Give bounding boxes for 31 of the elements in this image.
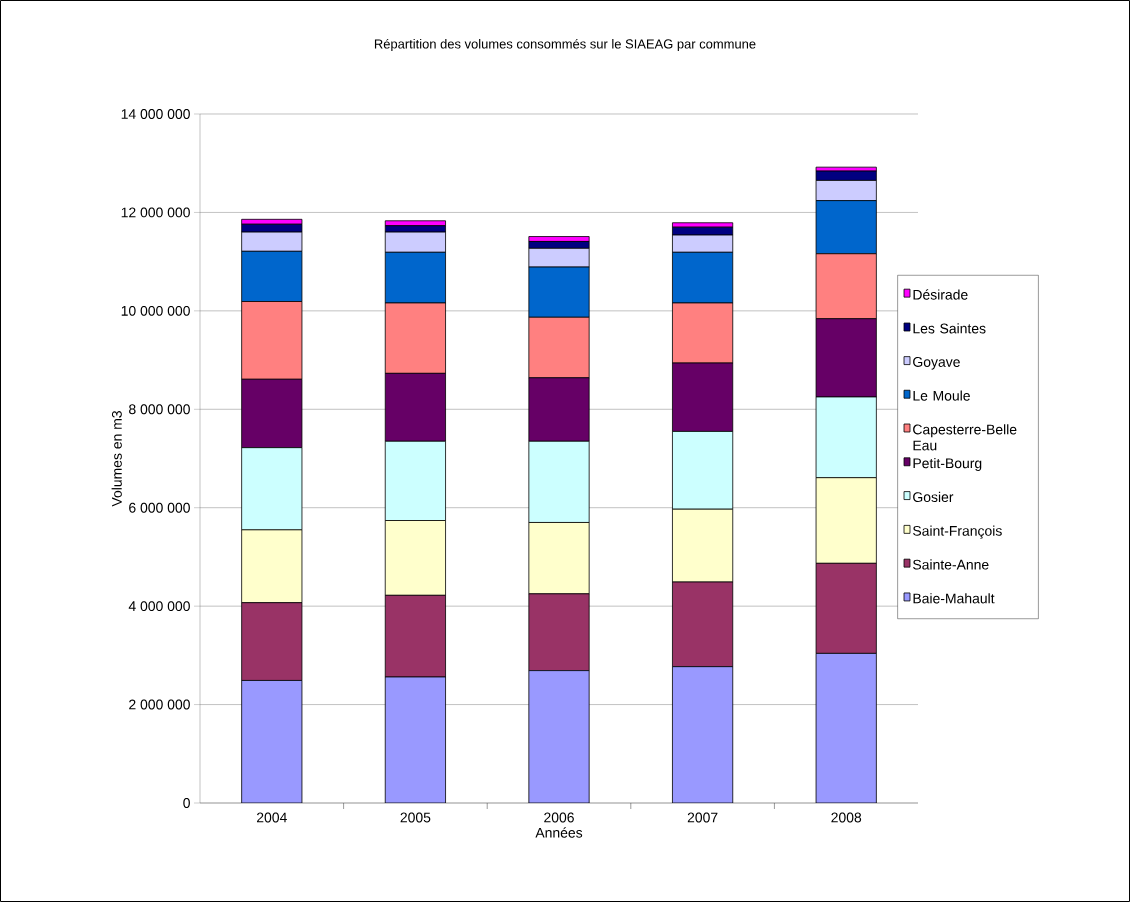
- bar: [672, 666, 734, 803]
- y-tick-label: 10 000 000: [121, 305, 190, 316]
- x-tick-label: 2005: [400, 812, 431, 823]
- legend-label: Gosier: [913, 491, 954, 503]
- legend-label: Les Saintes: [913, 323, 986, 334]
- y-tick-label: 4 000 000: [128, 601, 190, 612]
- bar: [528, 670, 590, 803]
- x-axis-title: Années: [535, 827, 583, 838]
- legend-label: Baie-Mahault: [913, 593, 995, 604]
- legend-label: Petit-Bourg: [913, 457, 982, 471]
- y-tick-label: 12 000 000: [121, 207, 190, 218]
- chart-title: Répartition des volumes consommés sur le SIAEAG par commune: [374, 38, 756, 52]
- x-tick-label: 2007: [687, 812, 718, 823]
- bar: [241, 680, 303, 803]
- legend-label: Désirade: [913, 289, 968, 300]
- y-tick-label: 8 000 000: [129, 404, 190, 415]
- y-tick-label: 2 000 000: [129, 699, 190, 710]
- y-tick-label: 0: [183, 798, 190, 808]
- y-tick-label: 14 000 000: [121, 109, 190, 119]
- y-axis-title: Volumes en m3: [111, 411, 122, 507]
- x-tick-label: 2004: [256, 812, 287, 823]
- legend-label: Capesterre-Belle Eau: [913, 424, 1017, 451]
- legend-label: Saint-François: [913, 525, 1002, 539]
- legend-label: Le Moule: [913, 390, 970, 401]
- x-tick-label: 2008: [831, 812, 862, 823]
- x-tick-label: 2006: [544, 812, 574, 823]
- y-tick-label: 6 000 000: [129, 502, 190, 513]
- bar: [815, 652, 877, 803]
- legend-label: Goyave: [913, 356, 960, 370]
- legend-label: Sainte-Anne: [913, 559, 989, 570]
- bar: [384, 676, 446, 803]
